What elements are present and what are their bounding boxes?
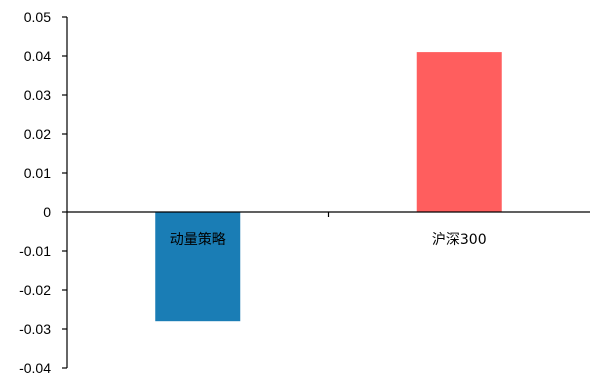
category-label: 沪深300 — [432, 232, 487, 248]
y-tick-label: 0.05 — [24, 9, 51, 25]
y-tick-label: -0.02 — [19, 282, 51, 298]
y-axis: 0.05 0.04 0.03 0.02 0.01 0 -0.01 -0.02 -0.03 -0.0… — [19, 9, 68, 374]
y-tick-label: 0.02 — [24, 126, 51, 142]
y-tick-label: -0.03 — [19, 321, 51, 337]
y-tick-label: -0.01 — [19, 243, 51, 259]
category-label: 动量策略 — [170, 231, 226, 248]
y-tick-label: 0.01 — [24, 165, 51, 181]
bar-2 — [416, 52, 502, 212]
bar-1 — [155, 212, 241, 322]
y-tick-label: 0.04 — [24, 48, 51, 64]
bars — [155, 52, 502, 322]
y-tick-label: 0.03 — [24, 87, 51, 103]
x-axis: 动量策略 沪深300 — [67, 211, 590, 248]
y-tick-label: -0.04 — [19, 360, 51, 374]
y-tick-label: 0 — [43, 204, 51, 220]
